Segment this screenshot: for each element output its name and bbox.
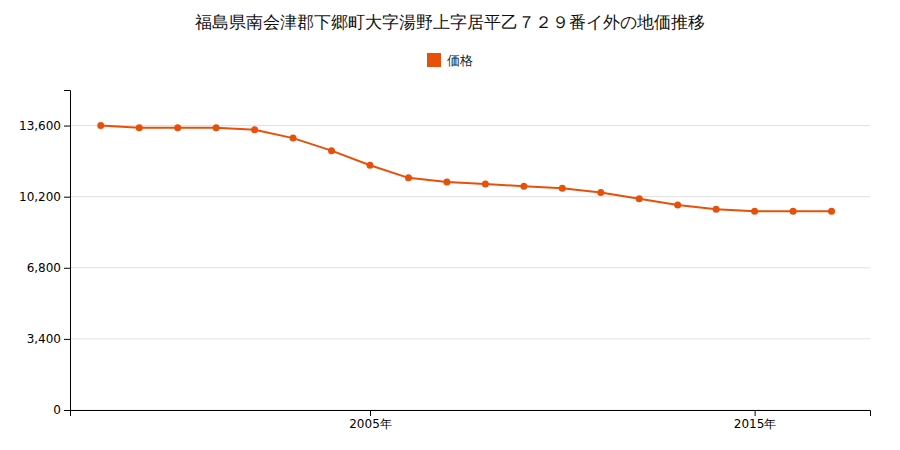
marker — [790, 208, 797, 215]
marker — [174, 124, 181, 131]
tick-label: 2005年 — [349, 417, 392, 431]
tick-mark — [64, 410, 70, 411]
chart: 福島県南会津郡下郷町大字湯野上字居平乙７２９番イ外の地価推移 2005年 2015年… — [0, 0, 900, 450]
marker — [482, 181, 489, 188]
tick-label: 10,200 — [19, 190, 61, 204]
grid-line — [70, 125, 870, 126]
marker — [751, 208, 758, 215]
marker — [559, 185, 566, 192]
axis-line — [71, 411, 871, 417]
marker — [97, 122, 104, 129]
legend-swatch — [427, 53, 441, 67]
marker — [443, 179, 450, 186]
grid-line — [70, 267, 870, 268]
tick: 10,200 — [19, 190, 70, 204]
tick: 0 — [53, 403, 70, 417]
marker — [367, 162, 374, 169]
marker — [713, 206, 720, 213]
marks — [97, 122, 835, 215]
marker — [674, 202, 681, 209]
marker — [251, 126, 258, 133]
plot: 2005年 2015年 0 3,400 6,800 10,200 13,600 — [19, 91, 871, 431]
tick-label: 6,800 — [27, 261, 61, 275]
tick: 2005年 — [349, 410, 392, 431]
tick-mark — [755, 410, 756, 416]
tick-label: 2015年 — [734, 417, 777, 431]
marker — [328, 147, 335, 154]
marker — [636, 195, 643, 202]
marker — [405, 174, 412, 181]
tick-mark — [64, 197, 70, 198]
legend-item: 価格 — [427, 53, 473, 68]
tick-mark — [64, 268, 70, 269]
y-grid — [70, 126, 870, 410]
title: 福島県南会津郡下郷町大字湯野上字居平乙７２９番イ外の地価推移 — [195, 12, 705, 32]
marker — [828, 208, 835, 215]
axis-line — [64, 91, 71, 411]
grid-line — [70, 196, 870, 197]
marker — [136, 124, 143, 131]
tick-mark — [64, 339, 70, 340]
tick-mark — [370, 410, 371, 416]
tick-label: 13,600 — [19, 119, 61, 133]
marker — [290, 135, 297, 142]
marker — [597, 189, 604, 196]
marker — [213, 124, 220, 131]
markers — [97, 122, 835, 215]
tick: 2015年 — [734, 410, 777, 431]
tick: 13,600 — [19, 119, 70, 133]
x-axis: 2005年 2015年 — [71, 410, 871, 431]
legend-label: 価格 — [447, 53, 473, 68]
tick-label: 0 — [53, 403, 61, 417]
tick: 6,800 — [27, 261, 70, 275]
y-axis: 0 3,400 6,800 10,200 13,600 — [19, 91, 71, 418]
tick: 3,400 — [27, 332, 70, 346]
tick-label: 3,400 — [27, 332, 61, 346]
legend: 価格 — [427, 53, 473, 68]
grid-line — [70, 338, 870, 339]
tick-mark — [64, 126, 70, 127]
line — [101, 126, 832, 212]
marker — [520, 183, 527, 190]
